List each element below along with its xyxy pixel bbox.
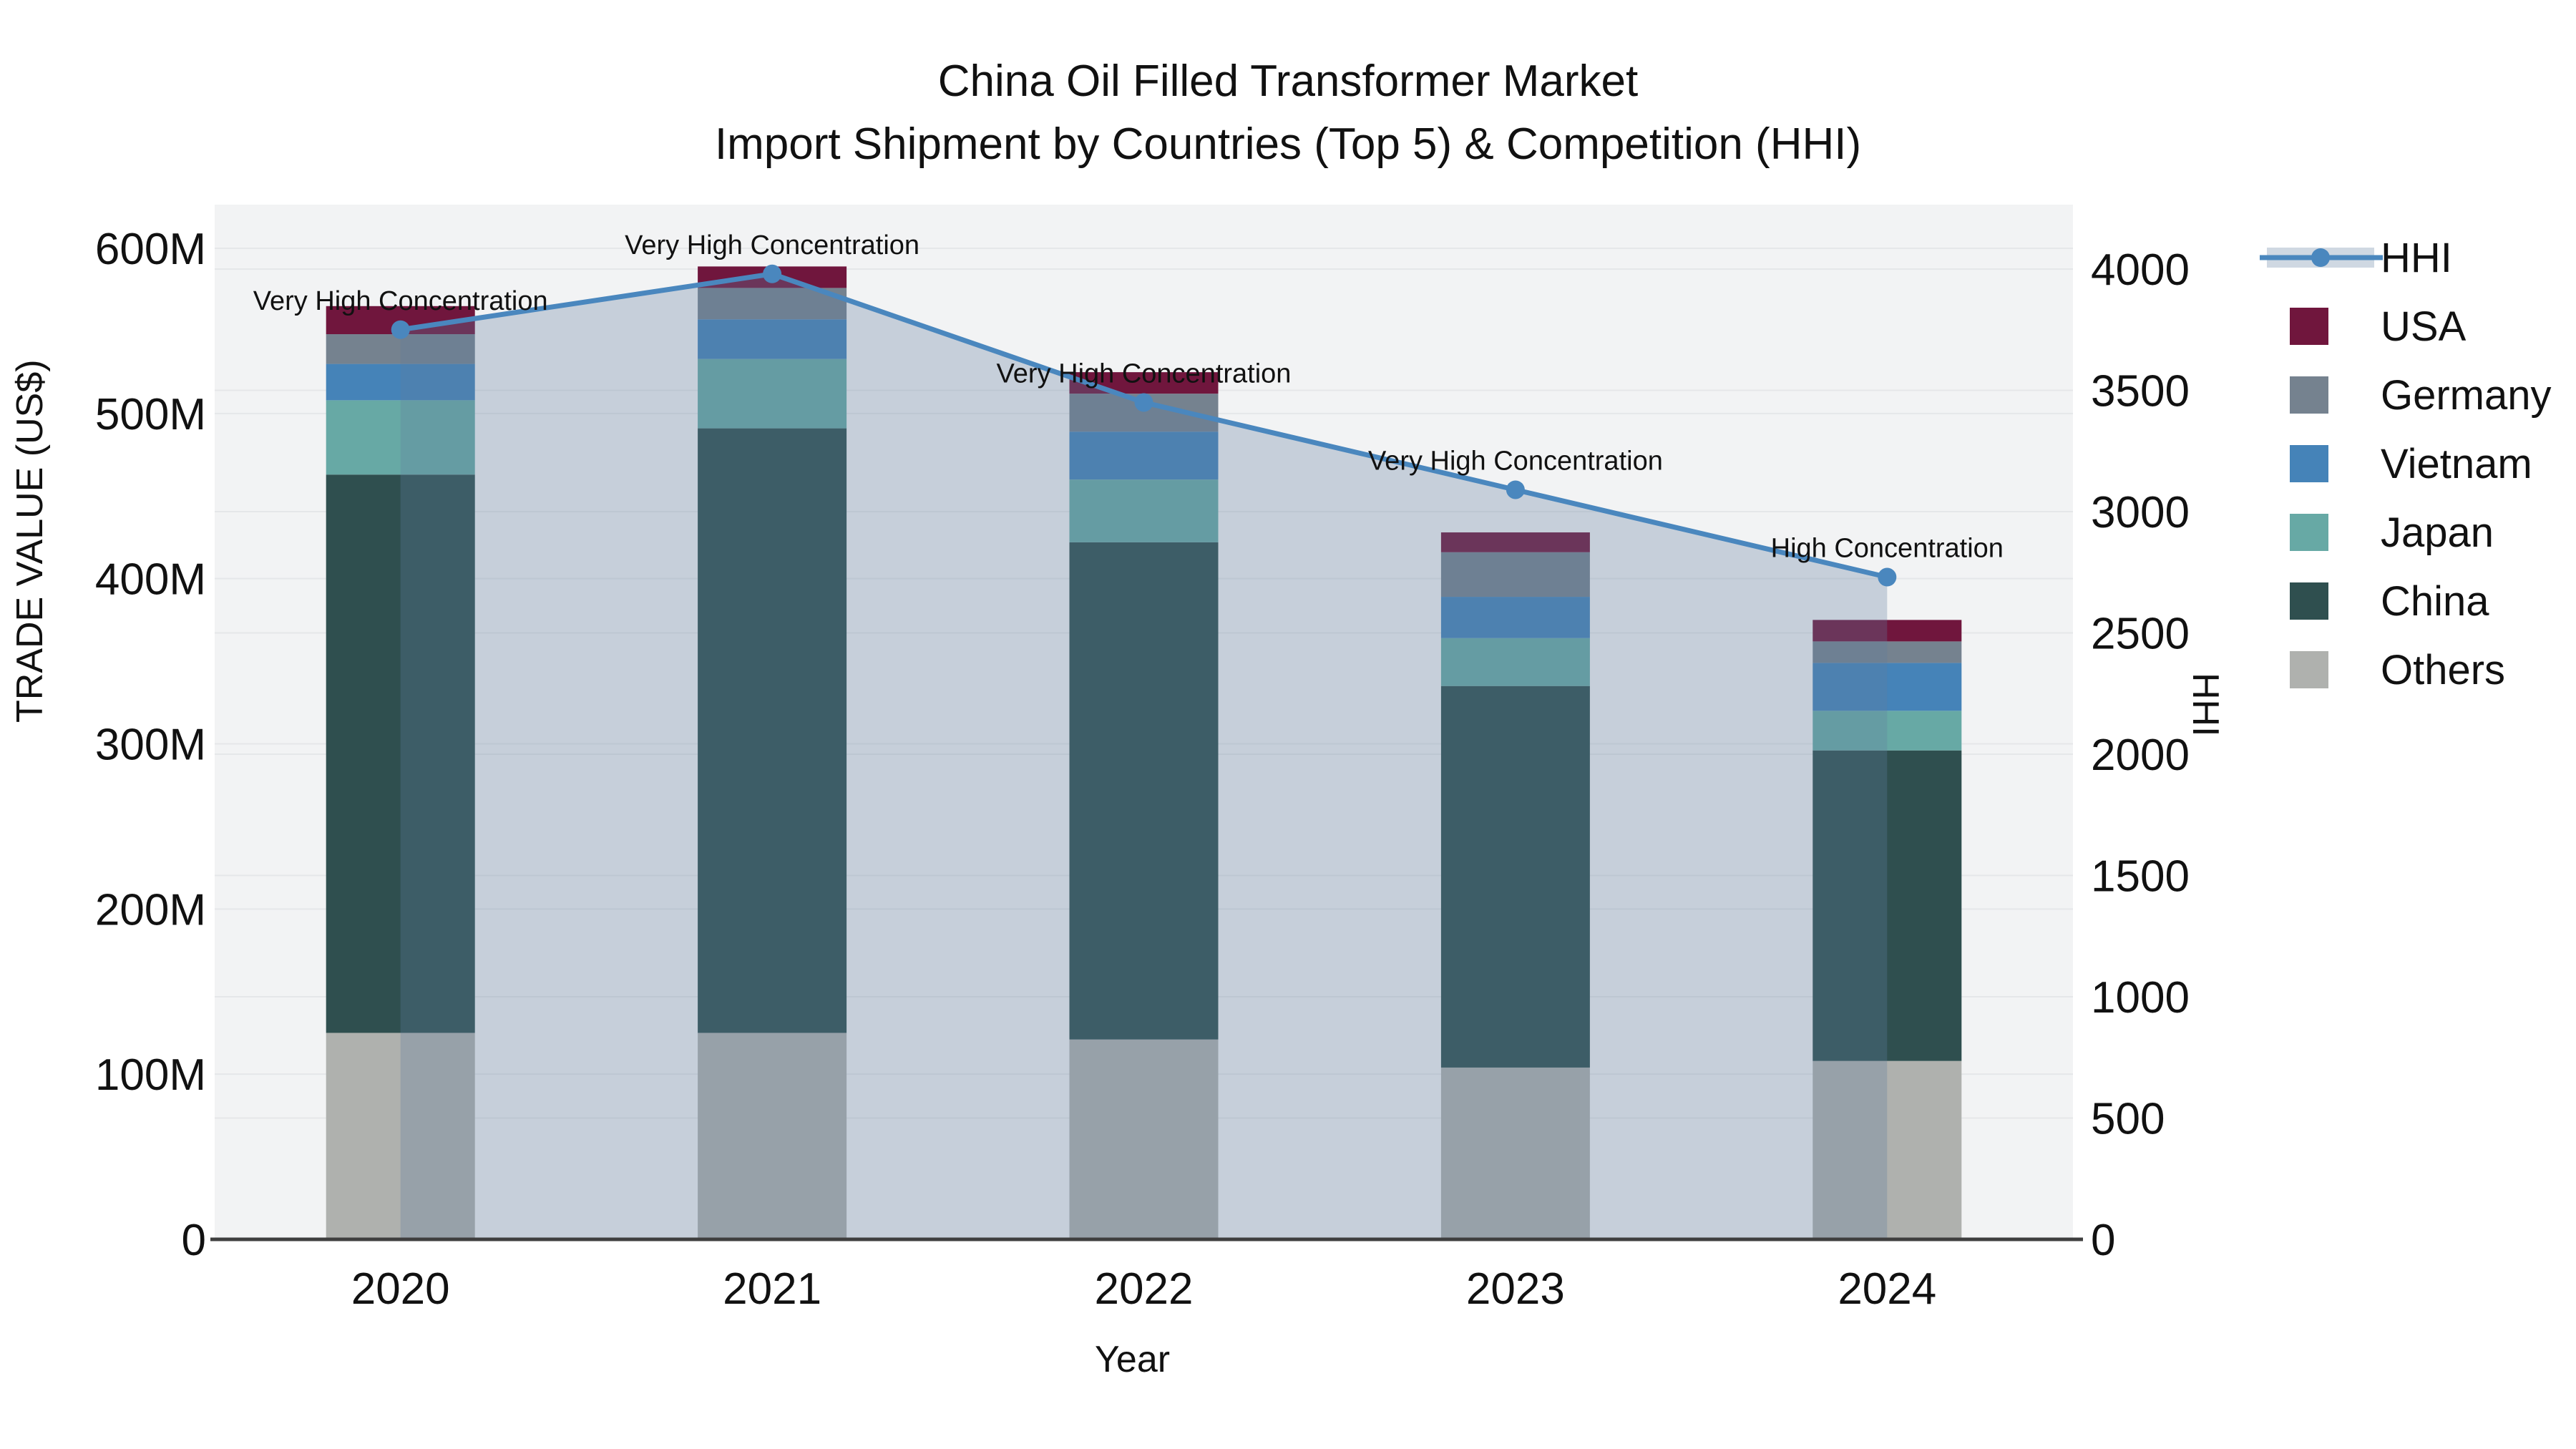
x-tick-2023: 2023 xyxy=(1466,1264,1565,1314)
annotation-2021: Very High Concentration xyxy=(625,230,919,260)
bar-segment-usa-2024[interactable] xyxy=(1813,620,1962,642)
right-tick-2000: 2000 xyxy=(2091,731,2190,780)
x-tick-2024: 2024 xyxy=(1838,1264,1936,1314)
right-tick-4000: 4000 xyxy=(2091,245,2190,295)
legend-swatch-icon xyxy=(2290,651,2328,688)
left-tick-300M: 300M xyxy=(95,721,206,770)
bar-segment-japan-2023[interactable] xyxy=(1440,638,1590,686)
left-tick-0: 0 xyxy=(182,1216,206,1265)
bar-segment-vietnam-2024[interactable] xyxy=(1813,663,1962,711)
annotation-2023: Very High Concentration xyxy=(1368,446,1663,476)
legend-swatch-icon xyxy=(2290,445,2328,482)
bar-segment-japan-2024[interactable] xyxy=(1813,711,1962,751)
legend-label: USA xyxy=(2381,303,2467,350)
bar-segment-germany-2023[interactable] xyxy=(1440,552,1590,597)
bar-segment-others-2020[interactable] xyxy=(326,1033,475,1239)
legend-item-usa[interactable]: USA xyxy=(2290,303,2467,350)
x-tick-2022: 2022 xyxy=(1095,1264,1194,1314)
legend-item-china[interactable]: China xyxy=(2290,578,2489,625)
bar-segment-usa-2023[interactable] xyxy=(1440,532,1590,552)
right-tick-3000: 3000 xyxy=(2091,488,2190,537)
legend-swatch-icon xyxy=(2290,308,2328,345)
legend-swatch-icon xyxy=(2290,376,2328,414)
hhi-point-2024[interactable] xyxy=(1878,567,1897,587)
bar-segment-vietnam-2020[interactable] xyxy=(326,364,475,401)
legend-swatch-icon xyxy=(2290,514,2328,551)
legend-item-germany[interactable]: Germany xyxy=(2290,372,2552,419)
bar-segment-japan-2021[interactable] xyxy=(698,358,847,429)
left-tick-400M: 400M xyxy=(95,555,206,605)
x-tick-2020: 2020 xyxy=(351,1264,450,1314)
legend-item-japan[interactable]: Japan xyxy=(2290,509,2494,556)
bar-segment-vietnam-2021[interactable] xyxy=(698,319,847,359)
bar-segment-vietnam-2023[interactable] xyxy=(1440,597,1590,638)
x-tick-2021: 2021 xyxy=(723,1264,821,1314)
bar-segment-china-2023[interactable] xyxy=(1440,686,1590,1068)
annotation-2020: Very High Concentration xyxy=(253,286,548,316)
hhi-point-2022[interactable] xyxy=(1134,393,1153,412)
annotation-2022: Very High Concentration xyxy=(997,358,1292,389)
left-axis-title: TRADE VALUE (US$) xyxy=(9,359,51,723)
right-tick-0: 0 xyxy=(2091,1216,2115,1265)
legend-label: Japan xyxy=(2381,509,2494,556)
hhi-area-fill xyxy=(400,273,1888,1239)
right-tick-1500: 1500 xyxy=(2091,852,2190,902)
right-tick-2500: 2500 xyxy=(2091,610,2190,659)
left-tick-500M: 500M xyxy=(95,390,206,439)
right-tick-500: 500 xyxy=(2091,1095,2165,1144)
legend-item-others[interactable]: Others xyxy=(2290,647,2505,693)
legend-label: Germany xyxy=(2381,372,2552,419)
left-tick-200M: 200M xyxy=(95,885,206,935)
bar-segment-germany-2024[interactable] xyxy=(1813,641,1962,663)
bar-segment-germany-2020[interactable] xyxy=(326,334,475,364)
right-axis-title: HHI xyxy=(2185,673,2226,737)
chart-title: China Oil Filled Transformer Market xyxy=(937,57,1639,106)
bar-segment-others-2021[interactable] xyxy=(698,1033,847,1239)
right-tick-1000: 1000 xyxy=(2091,973,2190,1023)
hhi-point-2021[interactable] xyxy=(763,264,782,283)
bar-segment-china-2022[interactable] xyxy=(1069,542,1219,1040)
legend-swatch-icon xyxy=(2290,582,2328,620)
bar-segment-japan-2022[interactable] xyxy=(1069,479,1219,542)
legend-label: Others xyxy=(2381,647,2505,693)
hhi-point-2020[interactable] xyxy=(391,320,410,339)
bar-segment-china-2024[interactable] xyxy=(1813,750,1962,1061)
bar-segment-others-2022[interactable] xyxy=(1069,1039,1219,1239)
bar-segment-china-2020[interactable] xyxy=(326,474,475,1033)
bar-segment-japan-2020[interactable] xyxy=(326,400,475,475)
bar-segment-vietnam-2022[interactable] xyxy=(1069,431,1219,480)
legend-label: Vietnam xyxy=(2381,441,2532,487)
legend-item-vietnam[interactable]: Vietnam xyxy=(2290,441,2532,487)
annotation-2024: High Concentration xyxy=(1771,534,2004,564)
legend-item-hhi[interactable]: HHI xyxy=(2260,235,2452,281)
right-tick-3500: 3500 xyxy=(2091,367,2190,416)
bar-segment-china-2021[interactable] xyxy=(698,428,847,1033)
legend-hhi-marker-icon xyxy=(2311,248,2330,267)
bar-segment-others-2023[interactable] xyxy=(1440,1067,1590,1239)
x-axis-title: Year xyxy=(1095,1339,1171,1380)
left-tick-100M: 100M xyxy=(95,1050,206,1100)
bar-segment-others-2024[interactable] xyxy=(1813,1060,1962,1239)
legend-label: China xyxy=(2381,578,2489,625)
chart-subtitle: Import Shipment by Countries (Top 5) & C… xyxy=(714,119,1862,169)
hhi-point-2023[interactable] xyxy=(1506,480,1525,499)
legend-label: HHI xyxy=(2381,235,2452,281)
left-tick-600M: 600M xyxy=(95,225,206,274)
